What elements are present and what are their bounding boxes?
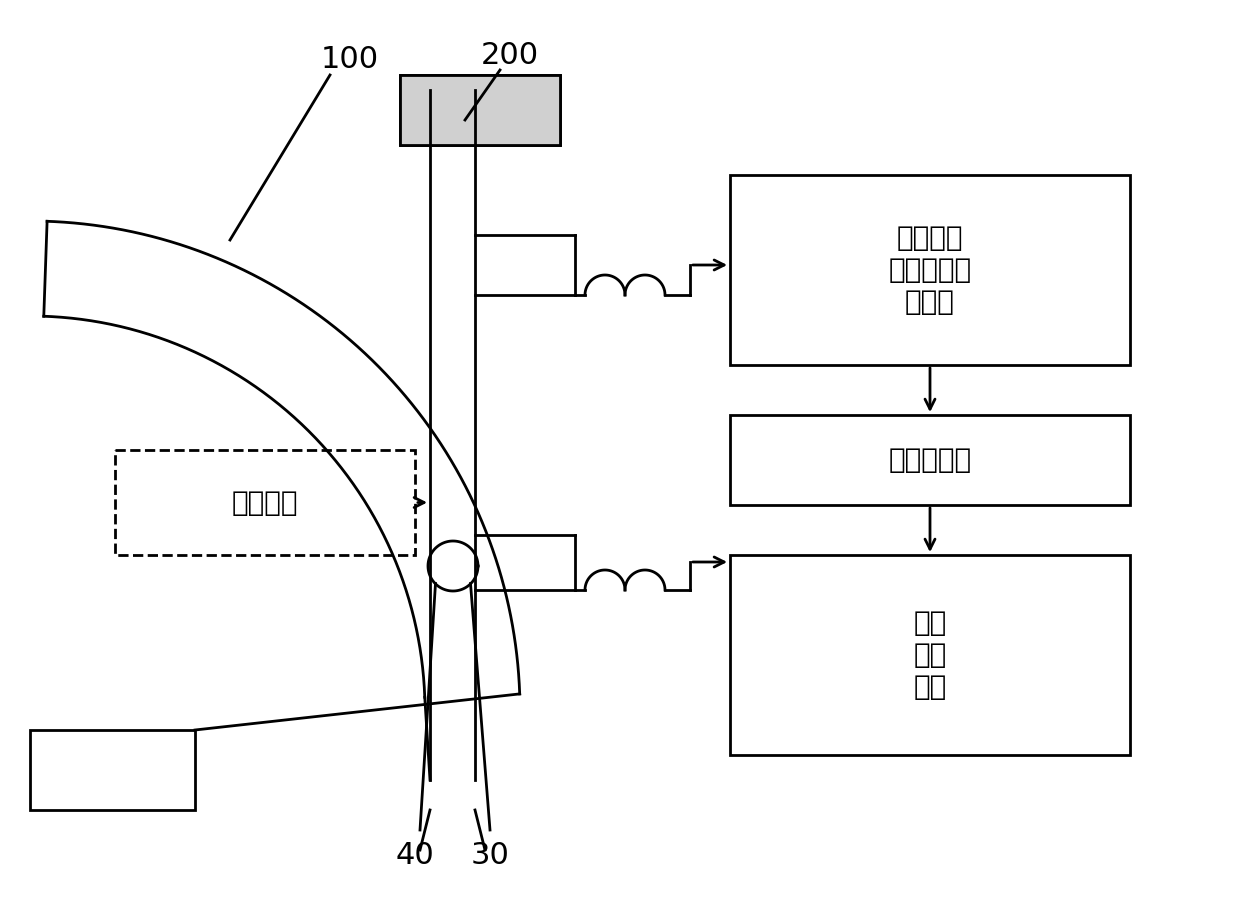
Text: 100: 100 <box>321 45 379 74</box>
Bar <box>730 555 1130 755</box>
Text: 200: 200 <box>481 41 539 70</box>
Bar <box>400 75 560 145</box>
Text: 微型控制器: 微型控制器 <box>888 446 971 474</box>
Text: 实际设备: 实际设备 <box>232 488 299 516</box>
Bar <box>30 730 195 810</box>
Bar <box>730 175 1130 365</box>
Text: 运动
控制
电路: 运动 控制 电路 <box>913 609 947 701</box>
Text: 40: 40 <box>395 841 435 870</box>
Bar <box>115 450 415 555</box>
Bar <box>400 75 560 145</box>
Text: 30: 30 <box>471 841 509 870</box>
Text: 温度，电
路，断路检
测电路: 温度，电 路，断路检 测电路 <box>888 224 971 316</box>
Bar <box>730 415 1130 505</box>
